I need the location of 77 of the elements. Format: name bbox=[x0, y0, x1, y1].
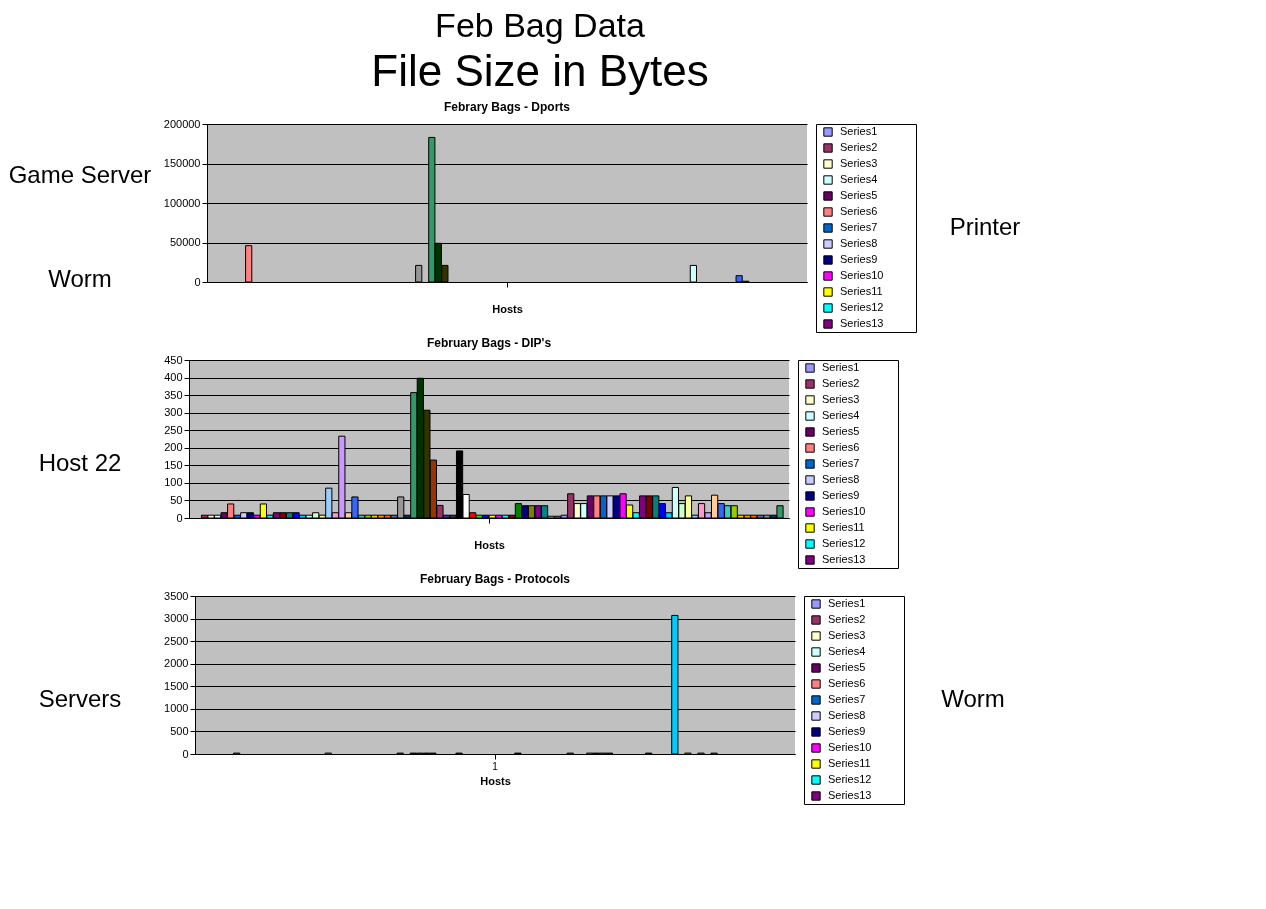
legend-label: Series6 bbox=[822, 441, 860, 453]
y-tick-label: 150 bbox=[164, 458, 183, 471]
text: Game Server bbox=[8, 161, 152, 188]
chart-title: February Bags - Protocols bbox=[419, 572, 571, 586]
legend-label: Series5 bbox=[822, 425, 860, 437]
legend-label: Series10 bbox=[828, 741, 872, 753]
y-tick-label: 0 bbox=[194, 275, 201, 288]
legend-label: Series13 bbox=[840, 317, 884, 329]
y-tick-label: 3000 bbox=[164, 612, 189, 625]
legend-label: Series9 bbox=[840, 253, 878, 265]
text: Feb Bag Data bbox=[435, 6, 645, 44]
y-tick-label: 50000 bbox=[169, 236, 201, 248]
legend-label: Series12 bbox=[840, 301, 884, 313]
legend-label: Series3 bbox=[840, 157, 878, 169]
legend-label: Series2 bbox=[828, 613, 866, 625]
y-tick-label: 200000 bbox=[163, 117, 201, 130]
legend-label: Series7 bbox=[840, 221, 878, 233]
y-tick-label: 500 bbox=[170, 724, 189, 737]
legend-label: Series7 bbox=[822, 457, 860, 469]
text: Servers bbox=[38, 685, 122, 712]
legend-label: Series11 bbox=[840, 285, 883, 297]
y-tick-label: 100 bbox=[164, 476, 183, 489]
y-tick-label: 150000 bbox=[163, 157, 201, 169]
y-tick-label: 250 bbox=[164, 423, 183, 436]
legend-label: Series12 bbox=[822, 537, 866, 549]
legend-label: Series13 bbox=[822, 553, 866, 565]
legend-label: Series4 bbox=[828, 645, 866, 657]
legend-label: Series13 bbox=[828, 789, 872, 801]
x-axis-title: Hosts bbox=[480, 774, 511, 787]
legend-label: Series10 bbox=[822, 505, 866, 517]
legend-label: Series3 bbox=[828, 629, 866, 641]
legend-label: Series3 bbox=[822, 393, 860, 405]
legend-label: Series1 bbox=[822, 361, 860, 373]
legend-label: Series1 bbox=[828, 597, 866, 609]
x-tick-label: 1 bbox=[492, 760, 499, 772]
y-tick-label: 350 bbox=[164, 388, 183, 401]
legend-label: Series10 bbox=[840, 269, 884, 281]
text: Worm bbox=[941, 685, 1005, 712]
text: Host 22 bbox=[38, 449, 122, 476]
legend-label: Series6 bbox=[828, 677, 866, 689]
chart-title: February Bags - DIP's bbox=[426, 336, 552, 350]
legend-label: Series9 bbox=[828, 725, 866, 737]
legend-label: Series8 bbox=[822, 473, 860, 485]
y-tick-label: 2000 bbox=[164, 657, 189, 670]
y-tick-label: 0 bbox=[176, 511, 183, 524]
text: Printer bbox=[949, 213, 1021, 240]
y-tick-label: 1500 bbox=[164, 679, 189, 692]
legend-label: Series8 bbox=[840, 237, 878, 249]
chart-title: Febrary Bags - Dports bbox=[443, 100, 571, 114]
legend-label: Series2 bbox=[840, 141, 878, 153]
legend-label: Series9 bbox=[822, 489, 860, 501]
y-tick-label: 1000 bbox=[164, 702, 189, 715]
text: Worm bbox=[48, 265, 112, 292]
y-tick-label: 50 bbox=[170, 493, 183, 506]
legend-label: Series5 bbox=[840, 189, 878, 201]
y-tick-label: 450 bbox=[164, 353, 183, 366]
y-tick-label: 200 bbox=[164, 441, 183, 454]
legend-label: Series4 bbox=[840, 173, 878, 185]
legend-label: Series11 bbox=[828, 757, 871, 769]
legend-label: Series11 bbox=[822, 521, 865, 533]
x-axis-title: Hosts bbox=[492, 302, 523, 315]
legend-label: Series2 bbox=[822, 377, 860, 389]
legend-label: Series1 bbox=[840, 125, 878, 137]
legend-label: Series12 bbox=[828, 773, 872, 785]
y-tick-label: 3500 bbox=[164, 589, 189, 602]
legend-label: Series7 bbox=[828, 693, 866, 705]
legend-label: Series6 bbox=[840, 205, 878, 217]
legend-label: Series4 bbox=[822, 409, 860, 421]
y-tick-label: 400 bbox=[164, 371, 183, 384]
legend-label: Series8 bbox=[828, 709, 866, 721]
y-tick-label: 2500 bbox=[164, 634, 189, 647]
y-tick-label: 300 bbox=[164, 406, 183, 419]
text: File Size in Bytes bbox=[371, 46, 709, 95]
y-tick-label: 0 bbox=[182, 747, 189, 760]
y-tick-label: 100000 bbox=[163, 196, 201, 209]
x-axis-title: Hosts bbox=[474, 538, 505, 551]
legend-label: Series5 bbox=[828, 661, 866, 673]
